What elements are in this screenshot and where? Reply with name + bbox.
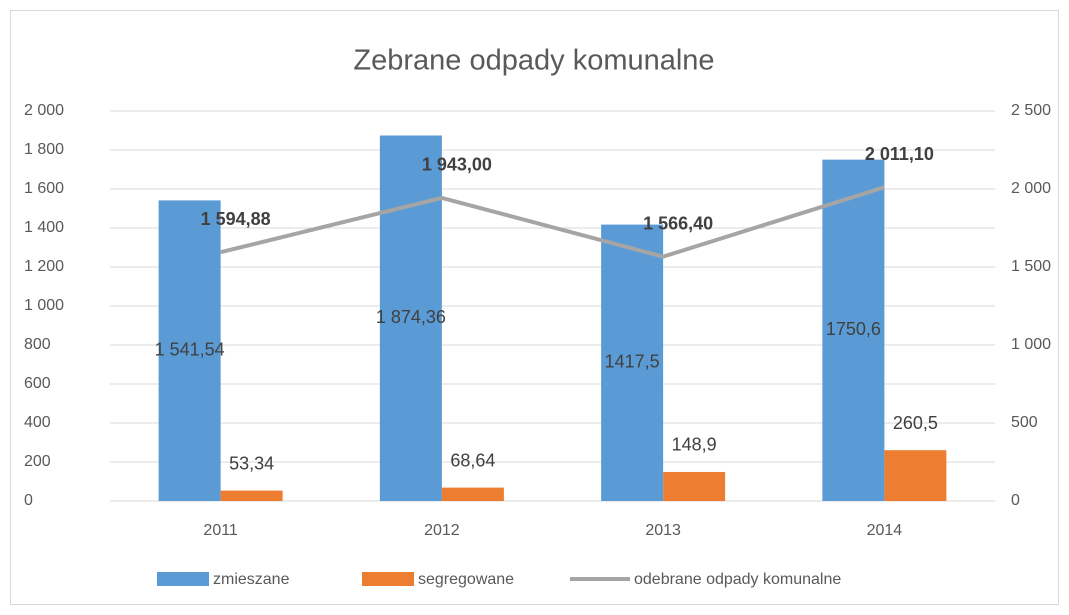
- legend-swatch: [157, 572, 209, 586]
- bar: [884, 450, 947, 501]
- y-tick-label: 2 000: [24, 102, 64, 119]
- y-tick-label: 1 800: [24, 141, 64, 158]
- data-label: 1 874,36: [376, 307, 446, 327]
- legend-label: odebrane odpady komunalne: [634, 571, 841, 588]
- bar: [220, 490, 283, 501]
- line: [220, 185, 885, 259]
- x-tick-label: 2011: [203, 522, 238, 539]
- y-tick-label: 1 000: [24, 297, 64, 314]
- legend-label: segregowane: [418, 571, 514, 588]
- y-tick-label: 1 600: [24, 180, 64, 197]
- bar: [379, 135, 442, 501]
- y-tick-label: 200: [24, 453, 51, 470]
- y2-tick-label: 0: [1011, 492, 1020, 509]
- y-tick-label: 0: [24, 492, 33, 509]
- bar: [822, 159, 885, 501]
- data-label: 148,9: [672, 435, 717, 455]
- data-label: 1 566,40: [643, 213, 713, 233]
- y2-tick-label: 1 500: [1011, 258, 1051, 275]
- y-tick-label: 1 200: [24, 258, 64, 275]
- bar: [601, 224, 664, 501]
- y2-tick-label: 500: [1011, 414, 1038, 431]
- data-label: 1750,6: [826, 319, 881, 339]
- y-tick-label: 800: [24, 336, 51, 353]
- bar: [663, 471, 726, 501]
- data-label: 260,5: [893, 413, 938, 433]
- y-tick-label: 1 400: [24, 219, 64, 236]
- chart-title: Zebrane odpady komunalne: [353, 45, 714, 77]
- bar: [441, 487, 504, 501]
- data-label: 1 541,54: [155, 339, 225, 359]
- y-tick-label: 600: [24, 375, 51, 392]
- data-label: 1 943,00: [422, 155, 492, 175]
- x-tick-label: 2013: [645, 522, 681, 539]
- x-tick-label: 2014: [867, 522, 903, 539]
- data-label: 68,64: [450, 450, 495, 470]
- y-tick-label: 400: [24, 414, 51, 431]
- legend-label: zmieszane: [213, 571, 290, 588]
- data-label: 53,34: [229, 453, 274, 473]
- bar: [158, 200, 221, 501]
- y2-tick-label: 2 500: [1011, 102, 1051, 119]
- y2-tick-label: 1 000: [1011, 336, 1051, 353]
- data-label: 1 594,88: [201, 209, 271, 229]
- data-label: 1417,5: [605, 352, 660, 372]
- data-label: 2 011,10: [865, 144, 934, 164]
- y2-tick-label: 2 000: [1011, 180, 1051, 197]
- x-tick-label: 2012: [424, 522, 460, 539]
- legend-swatch: [362, 572, 414, 586]
